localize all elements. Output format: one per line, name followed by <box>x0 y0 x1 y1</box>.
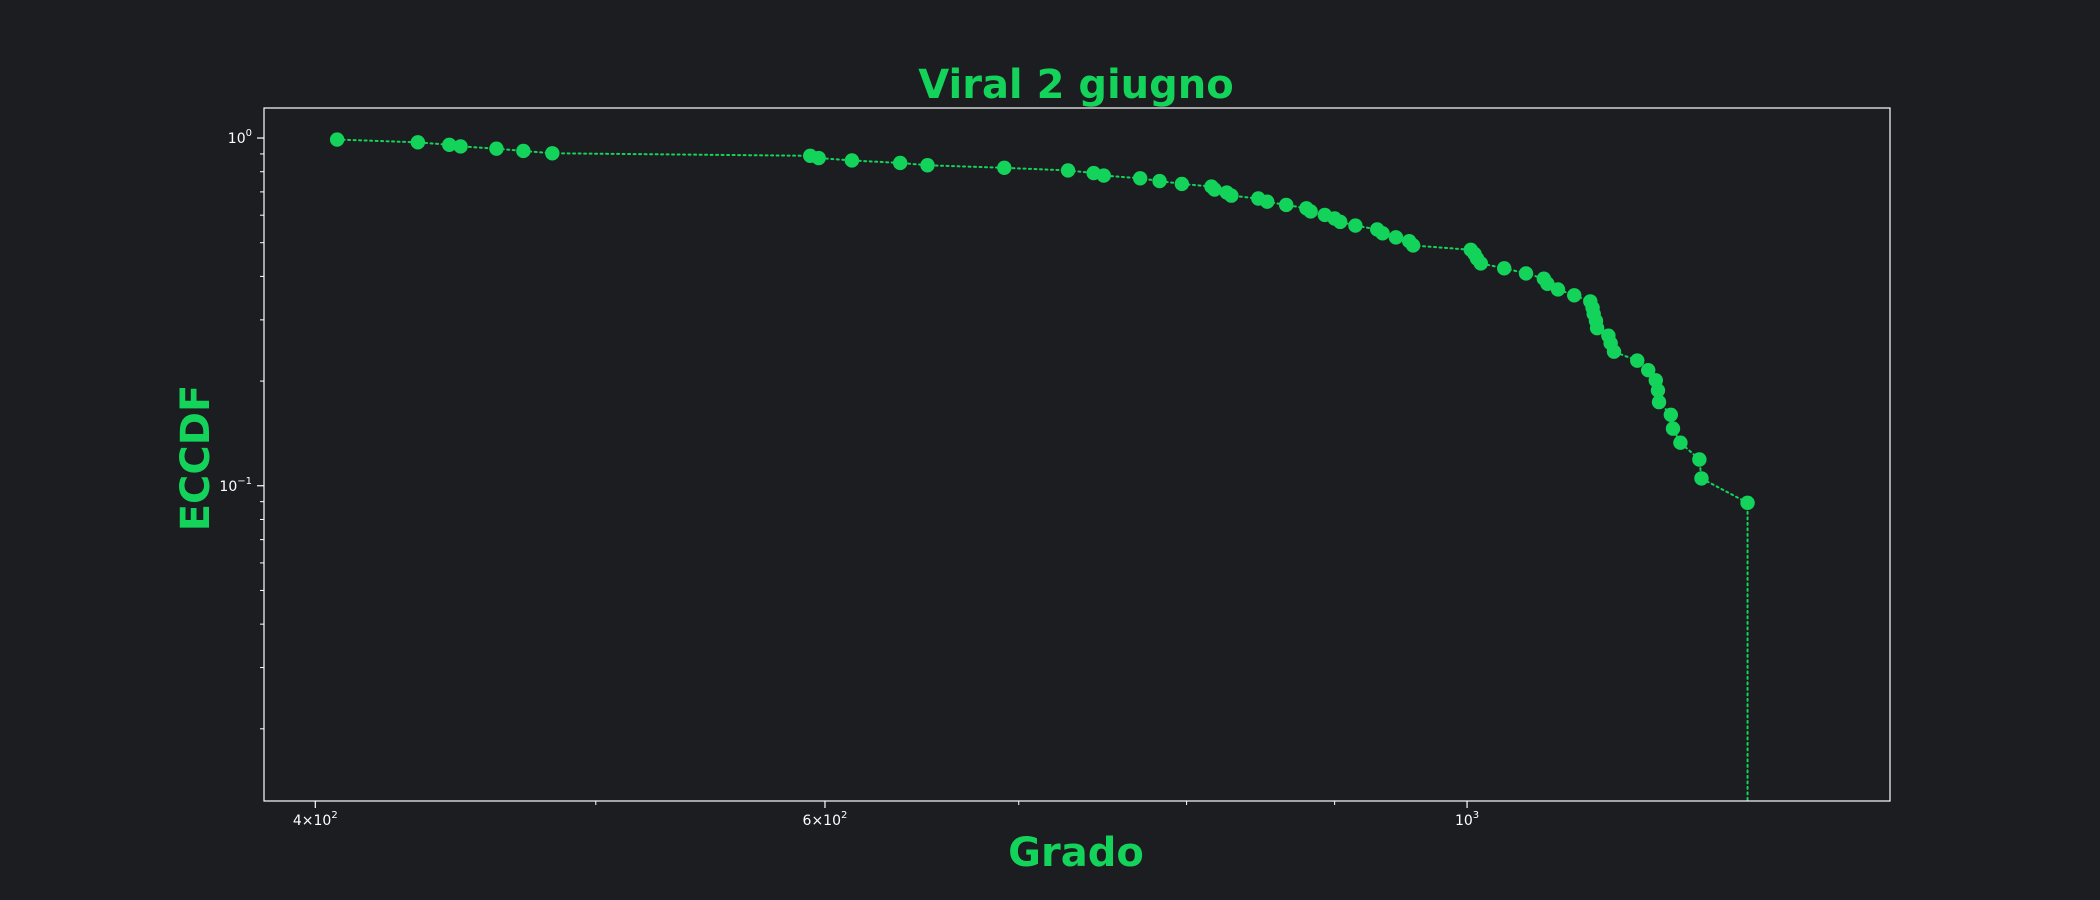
data-point <box>1640 362 1656 378</box>
data-point <box>1630 353 1645 368</box>
data-point <box>1651 394 1667 410</box>
data-point <box>1740 495 1755 511</box>
y-axis-label: ECCDF <box>173 385 219 532</box>
data-point <box>329 132 345 147</box>
data-point <box>1388 230 1404 245</box>
y-tick-label: 100 <box>228 128 252 147</box>
data-point <box>516 143 531 159</box>
data-point <box>1606 344 1622 359</box>
data-point <box>1540 276 1555 291</box>
data-point <box>920 158 935 173</box>
data-point <box>1260 194 1275 209</box>
data-point <box>1663 407 1679 422</box>
data-point <box>442 137 457 153</box>
data-point <box>892 155 908 171</box>
plot-area <box>329 132 1755 802</box>
x-axis-ticks: 4×102 6×102 103 <box>293 801 1479 829</box>
data-point <box>1405 238 1421 253</box>
data-point <box>1673 435 1688 450</box>
data-point <box>1650 383 1666 398</box>
data-point <box>811 150 826 166</box>
data-point <box>1589 320 1605 336</box>
axes-frame <box>263 107 1891 802</box>
data-point <box>1694 471 1709 486</box>
data-point <box>545 146 560 161</box>
data-point <box>1207 182 1222 197</box>
data-point <box>1303 204 1318 219</box>
x-tick-label: 4×102 <box>293 810 338 829</box>
data-point <box>1333 214 1348 230</box>
data-point <box>453 139 468 154</box>
y-axis-ticks: 100 10−1 <box>219 128 264 730</box>
chart-title: Viral 2 giugno <box>918 62 1234 108</box>
data-point <box>844 153 860 168</box>
data-point <box>1567 288 1582 303</box>
data-point <box>1174 176 1190 192</box>
data-point <box>1473 256 1489 271</box>
data-point <box>410 135 426 150</box>
data-point <box>1550 282 1566 297</box>
data-point <box>489 141 504 156</box>
x-axis-label: Grado <box>1008 830 1144 876</box>
data-point <box>1279 197 1294 213</box>
x-tick-label: 6×102 <box>803 810 848 829</box>
data-point <box>1665 421 1681 436</box>
x-tick-label: 103 <box>1455 810 1479 829</box>
data-point <box>1060 163 1076 178</box>
series-line <box>336 138 1749 802</box>
data-point <box>1692 452 1707 467</box>
data-point <box>1096 168 1111 183</box>
y-tick-label: 10−1 <box>219 476 252 495</box>
data-point <box>1497 261 1512 276</box>
data-point <box>1152 173 1167 189</box>
data-point <box>1375 226 1390 241</box>
data-point <box>1132 171 1148 186</box>
data-point <box>1348 218 1363 233</box>
data-point <box>1224 188 1239 203</box>
data-point <box>997 160 1012 176</box>
data-point <box>1518 266 1534 281</box>
